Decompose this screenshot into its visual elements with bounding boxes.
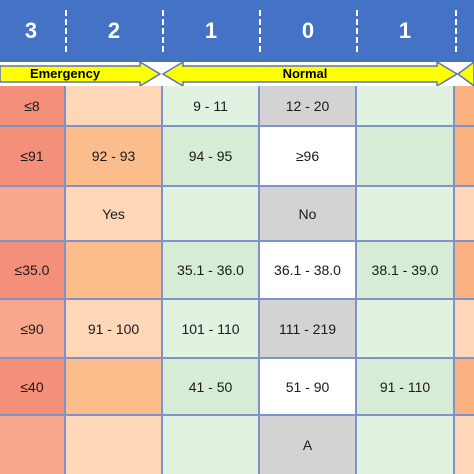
cell-r2-c1: Yes xyxy=(66,187,161,240)
cell-r2-c4 xyxy=(357,187,453,240)
score-header-col-5: 1 xyxy=(398,18,412,43)
cell-r2-c5 xyxy=(455,187,474,240)
cell-r0-c4 xyxy=(357,86,453,125)
cell-r3-c3: 36.1 - 38.0 xyxy=(260,242,355,298)
cell-r4-c3: 111 - 219 xyxy=(260,300,355,357)
cell-r1-c0: ≤91 xyxy=(0,127,64,185)
cell-r6-c4 xyxy=(357,416,453,474)
cell-r5-c3: 51 - 90 xyxy=(260,359,355,414)
cell-r0-c1 xyxy=(66,86,161,125)
cell-r2-c2 xyxy=(163,187,258,240)
score-header-col-3: 1 xyxy=(204,18,218,43)
cell-r1-c1: 92 - 93 xyxy=(66,127,161,185)
cell-r5-c4: 91 - 110 xyxy=(357,359,453,414)
cell-r0-c3: 12 - 20 xyxy=(260,86,355,125)
cell-r6-c0 xyxy=(0,416,64,474)
cell-r0-c5 xyxy=(455,86,474,125)
score-header-row: 3 2 1 0 1 xyxy=(0,0,474,62)
score-header-col-2: 2 xyxy=(107,18,121,43)
cell-r6-c3: A xyxy=(260,416,355,474)
header-divider xyxy=(65,10,67,52)
cell-r3-c1 xyxy=(66,242,161,298)
score-header-col-4: 0 xyxy=(301,18,315,43)
cell-r2-c0 xyxy=(0,187,64,240)
next-arrow xyxy=(456,62,474,86)
cell-r4-c1: 91 - 100 xyxy=(66,300,161,357)
cell-r1-c4 xyxy=(357,127,453,185)
cell-r1-c3: ≥96 xyxy=(260,127,355,185)
normal-label: Normal xyxy=(282,66,328,81)
header-divider xyxy=(455,10,457,52)
cell-r0-c2: 9 - 11 xyxy=(163,86,258,125)
header-divider xyxy=(162,10,164,52)
cell-r5-c0: ≤40 xyxy=(0,359,64,414)
cell-r0-c0: ≤8 xyxy=(0,86,64,125)
category-arrows xyxy=(0,62,474,86)
emergency-arrow xyxy=(0,62,162,86)
cell-r4-c4 xyxy=(357,300,453,357)
cell-r3-c5 xyxy=(455,242,474,298)
cell-r3-c0: ≤35.0 xyxy=(0,242,64,298)
cell-r6-c2 xyxy=(163,416,258,474)
cell-r4-c2: 101 - 110 xyxy=(163,300,258,357)
emergency-label: Emergency xyxy=(29,66,101,81)
cell-r1-c5 xyxy=(455,127,474,185)
cell-r6-c5 xyxy=(455,416,474,474)
cell-r6-c1 xyxy=(66,416,161,474)
header-divider xyxy=(356,10,358,52)
cell-r5-c2: 41 - 50 xyxy=(163,359,258,414)
cell-r1-c2: 94 - 95 xyxy=(163,127,258,185)
cell-r3-c2: 35.1 - 36.0 xyxy=(163,242,258,298)
header-divider xyxy=(259,10,261,52)
cell-r5-c5 xyxy=(455,359,474,414)
cell-r4-c0: ≤90 xyxy=(0,300,64,357)
cell-r3-c4: 38.1 - 39.0 xyxy=(357,242,453,298)
score-header-col-1: 3 xyxy=(24,18,38,43)
cell-r5-c1 xyxy=(66,359,161,414)
cell-r4-c5 xyxy=(455,300,474,357)
cell-r2-c3: No xyxy=(260,187,355,240)
value-grid: ≤8 9 - 11 12 - 20 ≤91 92 - 93 94 - 95 ≥9… xyxy=(0,86,474,474)
